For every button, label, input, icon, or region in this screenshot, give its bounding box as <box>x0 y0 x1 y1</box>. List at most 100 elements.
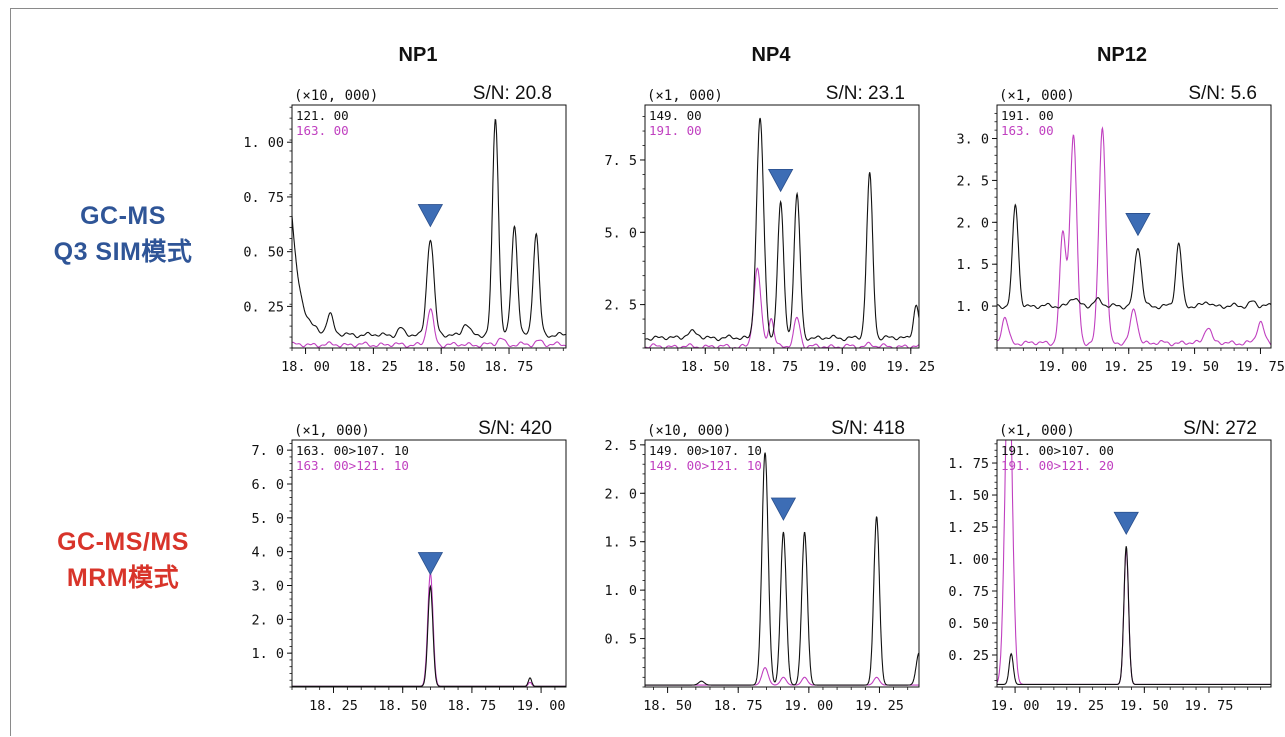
peak-marker-icon <box>417 552 444 576</box>
row-label-sim: GC-MS Q3 SIM模式 <box>8 198 238 270</box>
x-tick-label: 18. 75 <box>749 359 798 375</box>
x-tick-label: 18. 25 <box>309 698 358 714</box>
intensity-scale-label: (×1, 000) <box>999 88 1075 104</box>
trace-primary <box>645 117 919 342</box>
peak-marker-icon <box>1113 511 1139 536</box>
legend-ion-label: 191. 00>121. 20 <box>1001 458 1114 473</box>
trace-primary <box>645 452 919 686</box>
trace-primary <box>997 546 1271 685</box>
row-label-sim-line2: Q3 SIM模式 <box>53 238 193 266</box>
x-tick-label: 19. 50 <box>1120 698 1169 714</box>
y-tick-label: 0. 50 <box>243 245 284 261</box>
x-tick-label: 19. 75 <box>1236 359 1285 375</box>
legend-ion-label: 163. 00>107. 10 <box>296 443 409 458</box>
y-tick-label: 7. 0 <box>251 443 284 459</box>
row-label-mrm: GC-MS/MS MRM模式 <box>8 524 238 596</box>
x-tick-label: 19. 00 <box>991 698 1040 714</box>
y-tick-label: 0. 25 <box>243 299 284 315</box>
y-tick-label: 1. 50 <box>948 488 989 504</box>
x-tick-label: 19. 00 <box>784 698 833 714</box>
y-tick-label: 1. 00 <box>948 552 989 568</box>
x-tick-label: 18. 50 <box>378 698 427 714</box>
x-tick-label: 18. 50 <box>417 359 466 375</box>
trace-secondary <box>292 308 566 348</box>
x-tick-label: 18. 50 <box>643 698 692 714</box>
y-tick-label: 1. 0 <box>604 583 637 599</box>
x-tick-label: 19. 75 <box>1185 698 1234 714</box>
x-tick-label: 18. 75 <box>485 359 534 375</box>
y-tick-label: 0. 75 <box>243 190 284 206</box>
signal-to-noise-label: S/N: 5.6 <box>1188 83 1257 104</box>
legend-ion-label: 163. 00>121. 10 <box>296 458 409 473</box>
signal-to-noise-label: S/N: 272 <box>1183 418 1257 439</box>
peak-marker-icon <box>1125 213 1151 237</box>
x-tick-label: 18. 00 <box>281 359 330 375</box>
intensity-scale-label: (×1, 000) <box>294 423 370 439</box>
column-title-np4: NP4 <box>751 44 791 66</box>
x-tick-label: 19. 25 <box>1104 359 1153 375</box>
x-tick-label: 18. 50 <box>681 359 730 375</box>
x-tick-label: 18. 75 <box>448 698 497 714</box>
y-tick-label: 2. 0 <box>956 215 989 231</box>
y-tick-label: 1. 75 <box>948 456 989 472</box>
y-tick-label: 2. 5 <box>956 173 989 189</box>
y-tick-label: 6. 0 <box>251 477 284 493</box>
trace-primary <box>997 203 1271 310</box>
plot-frame <box>291 104 567 349</box>
legend-ion-label: 163. 00 <box>1001 123 1054 138</box>
plot-frame <box>996 439 1272 688</box>
y-tick-label: 1. 5 <box>956 257 989 273</box>
legend-ion-label: 191. 00>107. 00 <box>1001 443 1114 458</box>
plot-frame <box>644 439 920 688</box>
legend-ion-label: 149. 00 <box>649 108 702 123</box>
y-tick-label: 0. 5 <box>604 632 637 648</box>
trace-primary <box>292 118 566 339</box>
row-label-mrm-line1: GC-MS/MS <box>57 528 189 556</box>
peak-marker-icon <box>767 168 794 193</box>
y-tick-label: 1. 0 <box>956 299 989 315</box>
signal-to-noise-label: S/N: 20.8 <box>473 83 552 104</box>
y-tick-label: 0. 50 <box>948 616 989 632</box>
plot-frame <box>644 104 920 349</box>
x-tick-label: 19. 25 <box>886 359 935 375</box>
legend-ion-label: 163. 00 <box>296 123 349 138</box>
legend-ion-label: 191. 00 <box>649 123 702 138</box>
x-tick-label: 19. 25 <box>1055 698 1104 714</box>
legend-ion-label: 149. 00>107. 10 <box>649 443 762 458</box>
column-title-np1: NP1 <box>398 44 438 66</box>
intensity-scale-label: (×10, 000) <box>647 423 731 439</box>
y-tick-label: 2. 0 <box>251 612 284 628</box>
x-tick-label: 18. 25 <box>349 359 398 375</box>
trace-secondary <box>645 267 919 348</box>
y-tick-label: 3. 0 <box>251 578 284 594</box>
legend-ion-label: 149. 00>121. 10 <box>649 458 762 473</box>
intensity-scale-label: (×1, 000) <box>647 88 723 104</box>
legend-ion-label: 191. 00 <box>1001 108 1054 123</box>
x-tick-label: 19. 00 <box>517 698 566 714</box>
x-tick-label: 19. 25 <box>855 698 904 714</box>
y-tick-label: 5. 0 <box>604 225 637 241</box>
plot-frame <box>291 439 567 688</box>
y-tick-label: 0. 75 <box>948 584 989 600</box>
signal-to-noise-label: S/N: 23.1 <box>826 83 905 104</box>
y-tick-label: 1. 0 <box>251 646 284 662</box>
column-title-np12: NP12 <box>1096 44 1148 66</box>
y-tick-label: 1. 25 <box>948 520 989 536</box>
y-tick-label: 5. 0 <box>251 511 284 527</box>
y-tick-label: 3. 0 <box>956 132 989 148</box>
figure-frame <box>10 8 1278 736</box>
x-tick-label: 19. 00 <box>818 359 867 375</box>
intensity-scale-label: (×10, 000) <box>294 88 378 104</box>
y-tick-label: 1. 5 <box>604 535 637 551</box>
y-tick-label: 7. 5 <box>604 153 637 169</box>
x-tick-label: 18. 75 <box>714 698 763 714</box>
x-tick-label: 19. 00 <box>1038 359 1087 375</box>
intensity-scale-label: (×1, 000) <box>999 423 1075 439</box>
peak-marker-icon <box>417 204 444 228</box>
